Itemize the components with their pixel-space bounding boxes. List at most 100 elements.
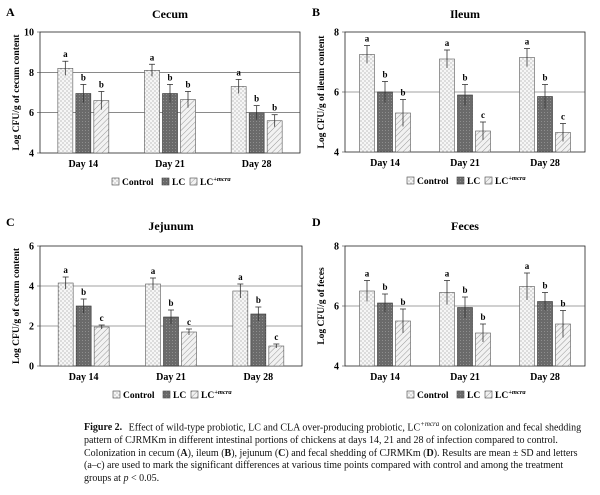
legend-swatch [111,177,120,186]
legend-swatch [406,390,415,399]
significance-letter: b [254,94,259,104]
bar [57,282,74,367]
legend-swatch [162,390,171,399]
significance-letter: b [462,285,467,295]
significance-letter: b [480,312,485,322]
legend-swatch [189,177,198,186]
legend-label: LC+mcra [495,389,526,401]
y-tick-label: 2 [29,322,34,333]
caption-panel-ref: B [224,447,232,459]
x-category-label: Day 21 [156,372,186,383]
bar [359,54,375,153]
legend-label: LC+mcra [201,389,232,401]
bar [439,58,455,153]
bar [57,68,74,154]
x-category-label: Day 21 [450,158,480,169]
caption-text: < 0.05. [128,472,160,484]
caption-text: ). Results are mean ± SD and letters (a–… [84,447,578,484]
caption-text: ), ileum ( [187,447,225,459]
significance-letter: b [400,88,405,98]
significance-letter: b [185,79,190,89]
chart-legend: Control LC LC+mcra [406,175,526,187]
bar [268,345,285,367]
significance-letter: b [542,281,547,291]
significance-letter: b [382,70,387,80]
caption-panel-ref: A [180,447,188,459]
chart-title: Cecum [152,7,188,21]
significance-letter: b [81,287,86,297]
x-category-label: Day 28 [530,372,560,383]
caption-p-symbol: p [123,472,129,484]
chart-title: Feces [451,219,479,233]
significance-letter: b [168,298,173,308]
significance-letter: a [63,49,68,59]
x-category-label: Day 21 [155,159,185,170]
chart-title: Jejunum [148,219,193,233]
legend-swatch [190,390,199,399]
significance-letter: b [400,297,405,307]
significance-letter: b [256,295,261,305]
significance-letter: a [236,67,241,77]
bar [145,283,161,367]
bar [93,326,110,367]
caption-text: on colonization and fecal shedding patte… [84,422,582,459]
y-axis-label: Log CFU/g of cecum content [12,247,22,364]
legend-superscript: +mcra [508,389,526,396]
significance-letter: a [525,37,530,47]
significance-letter: b [81,72,86,82]
bar [377,302,393,367]
legend-label: Control [417,391,449,401]
caption-panel-ref: C [278,447,286,459]
x-category-label: Day 28 [530,158,560,169]
y-axis-label: Log CFU/g of ileum content [317,35,327,149]
significance-letter: b [382,282,387,292]
significance-letter: b [462,73,467,83]
legend-superscript: +mcra [508,175,526,182]
panel-label: D [312,215,321,229]
bar [359,290,375,367]
bar [75,305,92,367]
y-axis-label: Log CFU/g of cecum content [12,34,22,151]
legend-label: LC+mcra [495,175,526,187]
significance-letter: b [272,103,277,113]
y-tick-label: 8 [334,242,339,253]
caption-text: ), jejunum ( [231,447,279,459]
y-tick-label: 6 [29,242,34,253]
bar [232,290,249,367]
significance-letter: c [561,112,565,122]
significance-letter: c [187,317,191,327]
y-tick-label: 4 [29,149,34,160]
chart-legend: Control LC LC+mcra [406,389,526,401]
x-category-label: Day 14 [370,372,400,383]
legend-swatch [406,176,415,185]
bar [537,301,553,367]
y-tick-label: 0 [29,362,34,373]
y-tick-label: 6 [29,108,34,119]
significance-letter: a [365,269,370,279]
legend-label: LC [172,178,185,188]
caption-text: Effect of wild-type probiotic, LC and CL… [128,422,421,434]
x-category-label: Day 14 [68,159,98,170]
significance-letter: a [238,272,243,282]
panel-label: A [6,5,15,19]
bar [230,86,247,154]
bar [250,313,267,367]
y-tick-label: 4 [334,362,339,373]
x-category-label: Day 28 [243,372,273,383]
x-category-label: Day 14 [69,372,99,383]
y-tick-label: 4 [29,282,34,293]
panel-label: C [6,215,15,229]
legend-swatch [456,390,465,399]
legend-swatch [484,176,493,185]
significance-letter: c [481,110,485,120]
caption-panel-ref: D [426,447,434,459]
caption-text: ) and fecal shedding of CJRMKm ( [285,447,427,459]
significance-letter: c [100,313,104,323]
significance-letter: a [365,34,370,44]
bar [519,57,535,153]
significance-letter: b [542,73,547,83]
chart-panel-b: B Ileum 4 6 8 Log CFU/g of ileum content a b b Da… [312,5,586,187]
significance-letter: c [274,332,278,342]
x-category-label: Day 14 [370,158,400,169]
